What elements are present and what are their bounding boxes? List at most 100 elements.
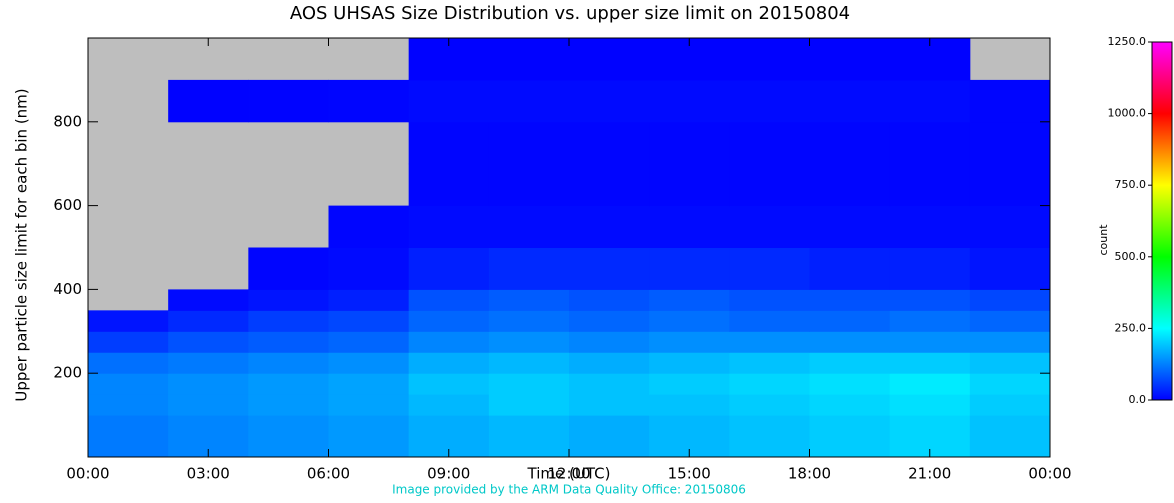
heatmap-cell: [248, 373, 329, 395]
x-tick-label: 09:00: [427, 465, 470, 483]
heatmap-cell: [488, 121, 570, 165]
heatmap-cell: [488, 79, 570, 123]
heatmap-cell: [889, 79, 971, 123]
x-tick-label: 15:00: [668, 465, 711, 483]
heatmap-cell: [809, 247, 891, 290]
heatmap-cell: [408, 310, 490, 332]
heatmap-cell: [809, 415, 891, 458]
heatmap-cell: [649, 79, 730, 123]
y-tick-label: 400: [53, 280, 82, 298]
heatmap-cell: [969, 373, 1051, 395]
x-tick-label: 03:00: [187, 465, 230, 483]
y-tick-label: 800: [53, 112, 82, 130]
heatmap-cell: [889, 121, 971, 165]
heatmap-cell: [569, 373, 650, 395]
heatmap-cell: [889, 247, 971, 290]
heatmap-cell: [809, 310, 891, 332]
heatmap-cell: [649, 310, 730, 332]
heatmap-cell: [729, 352, 810, 374]
heatmap-cell: [569, 394, 650, 416]
heatmap-cell: [88, 373, 169, 395]
heatmap-cell: [248, 331, 329, 353]
colorbar-tick-label: 750.0: [1115, 178, 1147, 191]
heatmap-cell: [729, 373, 810, 395]
heatmap-cell: [488, 38, 570, 81]
heatmap-cell: [889, 205, 971, 248]
heatmap-cell: [168, 79, 249, 123]
heatmap-cell: [889, 289, 971, 311]
heatmap-cell: [809, 352, 891, 374]
heatmap-cell: [809, 121, 891, 165]
heatmap-cell: [408, 352, 490, 374]
heatmap-cell: [248, 415, 329, 458]
heatmap-cell: [809, 289, 891, 311]
heatmap-cell: [729, 394, 810, 416]
heatmap-cell: [408, 373, 490, 395]
heatmap-cell: [569, 79, 650, 123]
heatmap-cell: [488, 415, 570, 458]
heatmap-cell: [809, 38, 891, 81]
heatmap-cell: [328, 247, 410, 290]
heatmap-cell: [649, 352, 730, 374]
heatmap-cell: [88, 415, 169, 458]
heatmap-cell: [569, 247, 650, 290]
heatmap-cell: [969, 415, 1051, 458]
heatmap-cell: [969, 289, 1051, 311]
x-axis-label: Time (UTC): [527, 465, 611, 483]
heatmap-cell: [809, 205, 891, 248]
colorbar: [1151, 41, 1173, 401]
heatmap-cell: [889, 163, 971, 207]
heatmap-cell: [88, 331, 169, 353]
heatmap-cell: [248, 310, 329, 332]
heatmap-cell: [248, 394, 329, 416]
x-tick-label: 00:00: [66, 465, 109, 483]
x-tick-label: 06:00: [307, 465, 350, 483]
heatmap-cell: [569, 205, 650, 248]
heatmap-cell: [569, 38, 650, 81]
heatmap-cell: [729, 247, 810, 290]
heatmap-cell: [168, 352, 249, 374]
heatmap-cell: [408, 79, 490, 123]
colorbar-tick-label: 250.0: [1115, 321, 1147, 334]
heatmap-cell: [408, 289, 490, 311]
heatmap-cell: [729, 289, 810, 311]
heatmap-cell: [569, 352, 650, 374]
colorbar-tick-label: 1250.0: [1108, 35, 1147, 48]
heatmap-cell: [649, 205, 730, 248]
heatmap-cell: [969, 352, 1051, 374]
x-tick-label: 00:00: [1028, 465, 1071, 483]
heatmap-cell: [168, 331, 249, 353]
colorbar-tick-label: 0.0: [1129, 393, 1147, 406]
heatmap-cell: [328, 415, 410, 458]
heatmap-cell: [649, 331, 730, 353]
heatmap-cell: [248, 289, 329, 311]
colorbar-label: count: [1097, 224, 1110, 256]
heatmap-cell: [168, 394, 249, 416]
heatmap-cell: [488, 163, 570, 207]
heatmap-cell: [729, 121, 810, 165]
heatmap-cell: [408, 163, 490, 207]
heatmap-cell: [408, 394, 490, 416]
heatmap-cell: [328, 289, 410, 311]
heatmap-cell: [969, 79, 1051, 123]
y-tick-label: 200: [53, 364, 82, 382]
heatmap-cell: [488, 289, 570, 311]
colorbar-tick-label: 500.0: [1115, 250, 1147, 263]
heatmap-cell: [488, 247, 570, 290]
heatmap-cell: [408, 121, 490, 165]
heatmap-cell: [969, 205, 1051, 248]
heatmap-cell: [649, 163, 730, 207]
heatmap-cell: [328, 352, 410, 374]
x-tick-label: 21:00: [908, 465, 951, 483]
heatmap-cell: [809, 373, 891, 395]
heatmap-cell: [488, 310, 570, 332]
heatmap-cell: [569, 121, 650, 165]
heatmap-cell: [328, 205, 410, 248]
heatmap-cell: [488, 352, 570, 374]
heatmap-cell: [649, 394, 730, 416]
heatmap-cell: [969, 121, 1051, 165]
heatmap-cell: [729, 331, 810, 353]
heatmap-cell: [488, 394, 570, 416]
heatmap-cell: [408, 205, 490, 248]
heatmap-cell: [729, 415, 810, 458]
